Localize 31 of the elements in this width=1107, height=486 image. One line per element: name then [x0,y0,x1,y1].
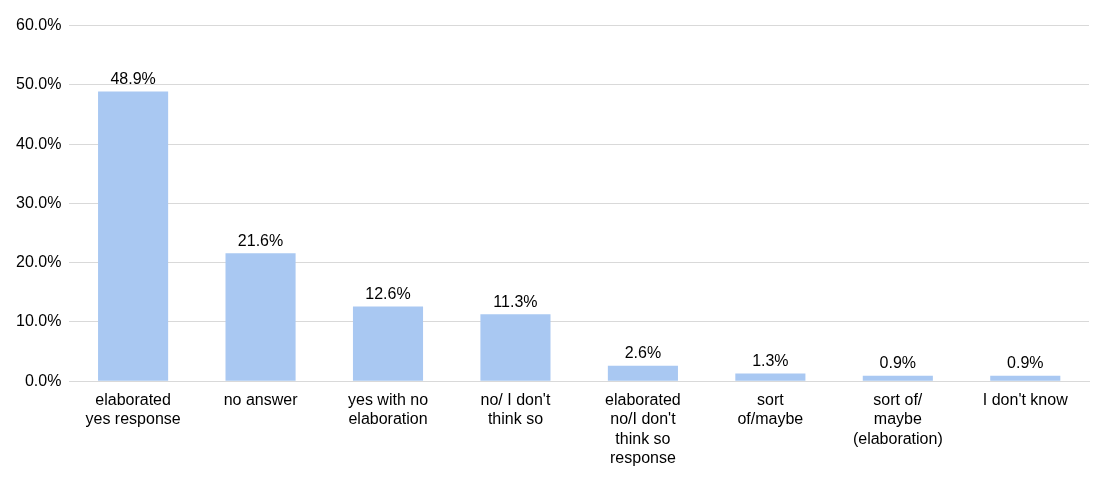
y-tick-label: 50.0% [15,75,62,93]
data-label: 12.6% [365,284,411,302]
bar [98,91,169,381]
data-label: 21.6% [237,231,284,249]
y-tick-label: 60.0% [15,16,62,34]
data-label: 0.9% [879,354,917,372]
bar [225,253,296,381]
x-tick-label: sort of/ maybe (elaboration) [852,391,943,447]
data-label: 2.6% [624,344,662,362]
data-label: 48.9% [110,69,156,87]
bar [607,365,678,381]
x-tick-label: elaborated yes response [85,391,181,428]
x-tick-label: elaborated no/I don't think so response [605,391,681,466]
bar [735,373,806,381]
y-tick-label: 30.0% [15,193,62,211]
y-tick-label: 20.0% [15,253,62,271]
x-tick-label: no/ I don't think so [480,391,551,428]
y-tick-label: 40.0% [15,134,62,152]
x-tick-label: yes with no elaboration [347,391,429,428]
x-tick-label: I don't know [982,391,1069,409]
bar [862,375,933,381]
x-tick-label: no answer [223,391,299,409]
bar [480,314,551,381]
data-label: 0.9% [1007,354,1044,372]
data-label: 1.3% [752,351,789,369]
bar [990,375,1061,381]
y-tick-label: 0.0% [24,371,62,389]
x-tick-label: sort of/maybe [737,391,804,428]
data-label: 11.3% [493,292,538,310]
bar [352,306,424,381]
y-tick-label: 10.0% [15,312,62,330]
